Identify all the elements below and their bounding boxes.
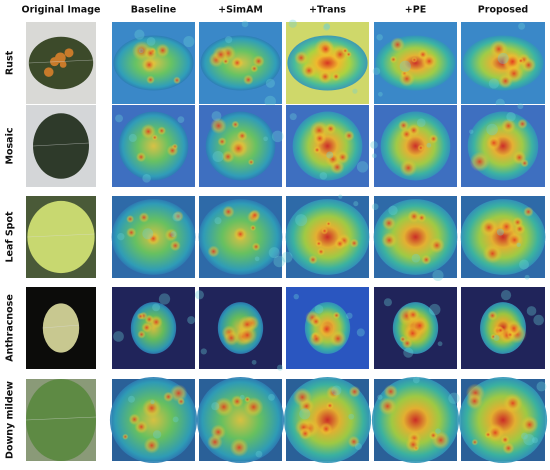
original-image <box>26 287 96 369</box>
heatmap-image <box>109 376 198 464</box>
heatmap-image <box>374 287 457 369</box>
heatmap-image <box>371 376 460 464</box>
heatmap-image <box>283 376 372 464</box>
original-image <box>26 105 96 187</box>
heatmap-image <box>371 196 458 281</box>
original-image <box>26 196 96 278</box>
heatmap-image <box>199 20 282 108</box>
column-header: +PE <box>405 5 426 16</box>
heatmap-image <box>112 105 195 187</box>
heatmap-image <box>112 22 195 104</box>
heatmap-image <box>370 105 457 187</box>
row-label: Mosaic <box>5 128 16 165</box>
heatmap-image <box>112 287 196 369</box>
original-image <box>26 22 96 104</box>
heatmap-image <box>286 19 369 104</box>
heatmap-image <box>198 196 285 278</box>
heatmap-image <box>111 196 196 278</box>
heatmap-image <box>461 22 545 108</box>
heatmap-image <box>458 376 548 464</box>
row-label: Downy mildew <box>5 381 16 459</box>
heatmap-image <box>281 194 370 278</box>
heatmap-image <box>194 287 284 371</box>
heatmap-image <box>286 287 369 369</box>
row-label: Leaf Spot <box>5 211 16 263</box>
heatmap-image <box>461 103 545 187</box>
row-label: Anthracnose <box>5 294 16 362</box>
column-header: Proposed <box>478 5 528 16</box>
column-header: +Trans <box>309 5 346 16</box>
heatmap-image <box>460 196 546 280</box>
column-header: Baseline <box>131 5 176 16</box>
heatmap-image <box>372 22 457 104</box>
heatmap-image <box>196 376 285 464</box>
original-image <box>25 379 97 461</box>
row-label: Rust <box>5 50 16 75</box>
heatmap-image <box>461 287 545 369</box>
heatmap-image <box>286 105 369 187</box>
column-header: Original Image <box>22 5 101 16</box>
heatmap-image <box>199 105 284 187</box>
column-header: +SimAM <box>218 5 263 16</box>
